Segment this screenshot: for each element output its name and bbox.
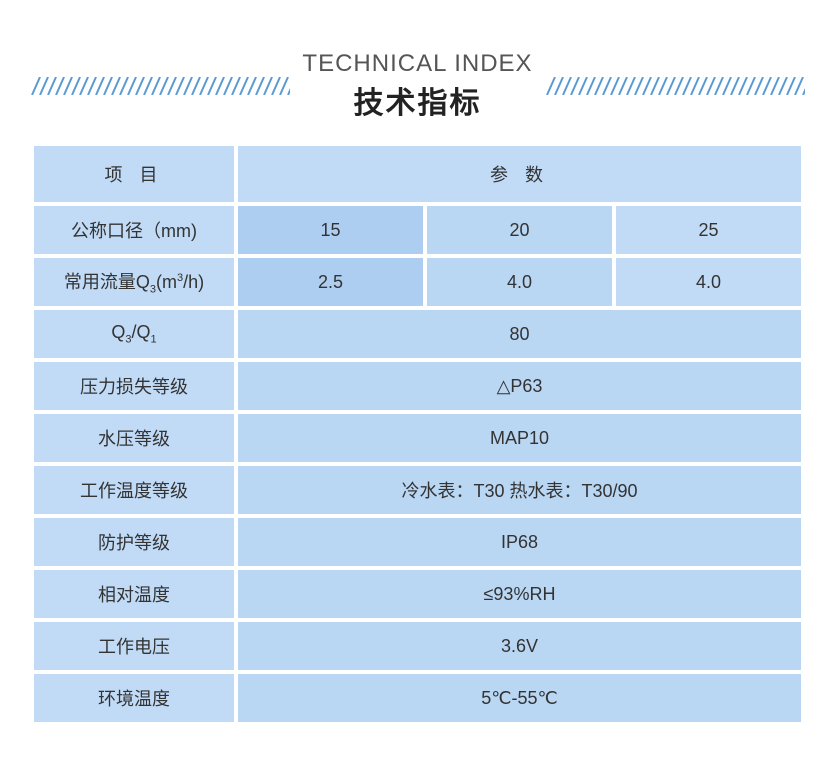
row-volt: 工作电压 3.6V <box>34 622 801 670</box>
label-nominal: 公称口径（mm) <box>34 206 234 254</box>
title-english: TECHNICAL INDEX <box>302 50 532 78</box>
label-wpress: 水压等级 <box>34 414 234 462</box>
label-ploss: 压力损失等级 <box>34 362 234 410</box>
val-ratio: 80 <box>238 310 801 358</box>
title-chinese: 技术指标 <box>302 78 532 122</box>
row-wpress: 水压等级 MAP10 <box>34 414 801 462</box>
row-ip: 防护等级 IP68 <box>34 518 801 566</box>
spec-table: 项 目 参 数 公称口径（mm) 15 20 25 常用流量Q3(m3/h) 2… <box>30 142 805 726</box>
val-ip: IP68 <box>238 518 801 566</box>
label-ip: 防护等级 <box>34 518 234 566</box>
val-ploss: △P63 <box>238 362 801 410</box>
decoration-left <box>30 77 290 95</box>
val-flow-1: 2.5 <box>238 258 423 306</box>
val-rh: ≤93%RH <box>238 570 801 618</box>
val-temp: 冷水表：T30 热水表：T30/90 <box>238 466 801 514</box>
row-ratio: Q3/Q1 80 <box>34 310 801 358</box>
val-nominal-2: 20 <box>427 206 612 254</box>
row-flow: 常用流量Q3(m3/h) 2.5 4.0 4.0 <box>34 258 801 306</box>
title-block: TECHNICAL INDEX 技术指标 <box>302 50 532 122</box>
val-flow-2: 4.0 <box>427 258 612 306</box>
val-nominal-1: 15 <box>238 206 423 254</box>
header-param: 参 数 <box>238 146 801 202</box>
row-env: 环境温度 5℃-55℃ <box>34 674 801 722</box>
label-volt: 工作电压 <box>34 622 234 670</box>
val-nominal-3: 25 <box>616 206 801 254</box>
title-row: TECHNICAL INDEX 技术指标 <box>30 50 805 122</box>
label-rh: 相对温度 <box>34 570 234 618</box>
header-item: 项 目 <box>34 146 234 202</box>
table-header-row: 项 目 参 数 <box>34 146 801 202</box>
row-nominal: 公称口径（mm) 15 20 25 <box>34 206 801 254</box>
decoration-right <box>545 77 805 95</box>
label-temp: 工作温度等级 <box>34 466 234 514</box>
val-env: 5℃-55℃ <box>238 674 801 722</box>
row-temp: 工作温度等级 冷水表：T30 热水表：T30/90 <box>34 466 801 514</box>
val-volt: 3.6V <box>238 622 801 670</box>
row-ploss: 压力损失等级 △P63 <box>34 362 801 410</box>
row-rh: 相对温度 ≤93%RH <box>34 570 801 618</box>
label-env: 环境温度 <box>34 674 234 722</box>
label-flow: 常用流量Q3(m3/h) <box>34 258 234 306</box>
val-wpress: MAP10 <box>238 414 801 462</box>
label-ratio: Q3/Q1 <box>34 310 234 358</box>
val-flow-3: 4.0 <box>616 258 801 306</box>
